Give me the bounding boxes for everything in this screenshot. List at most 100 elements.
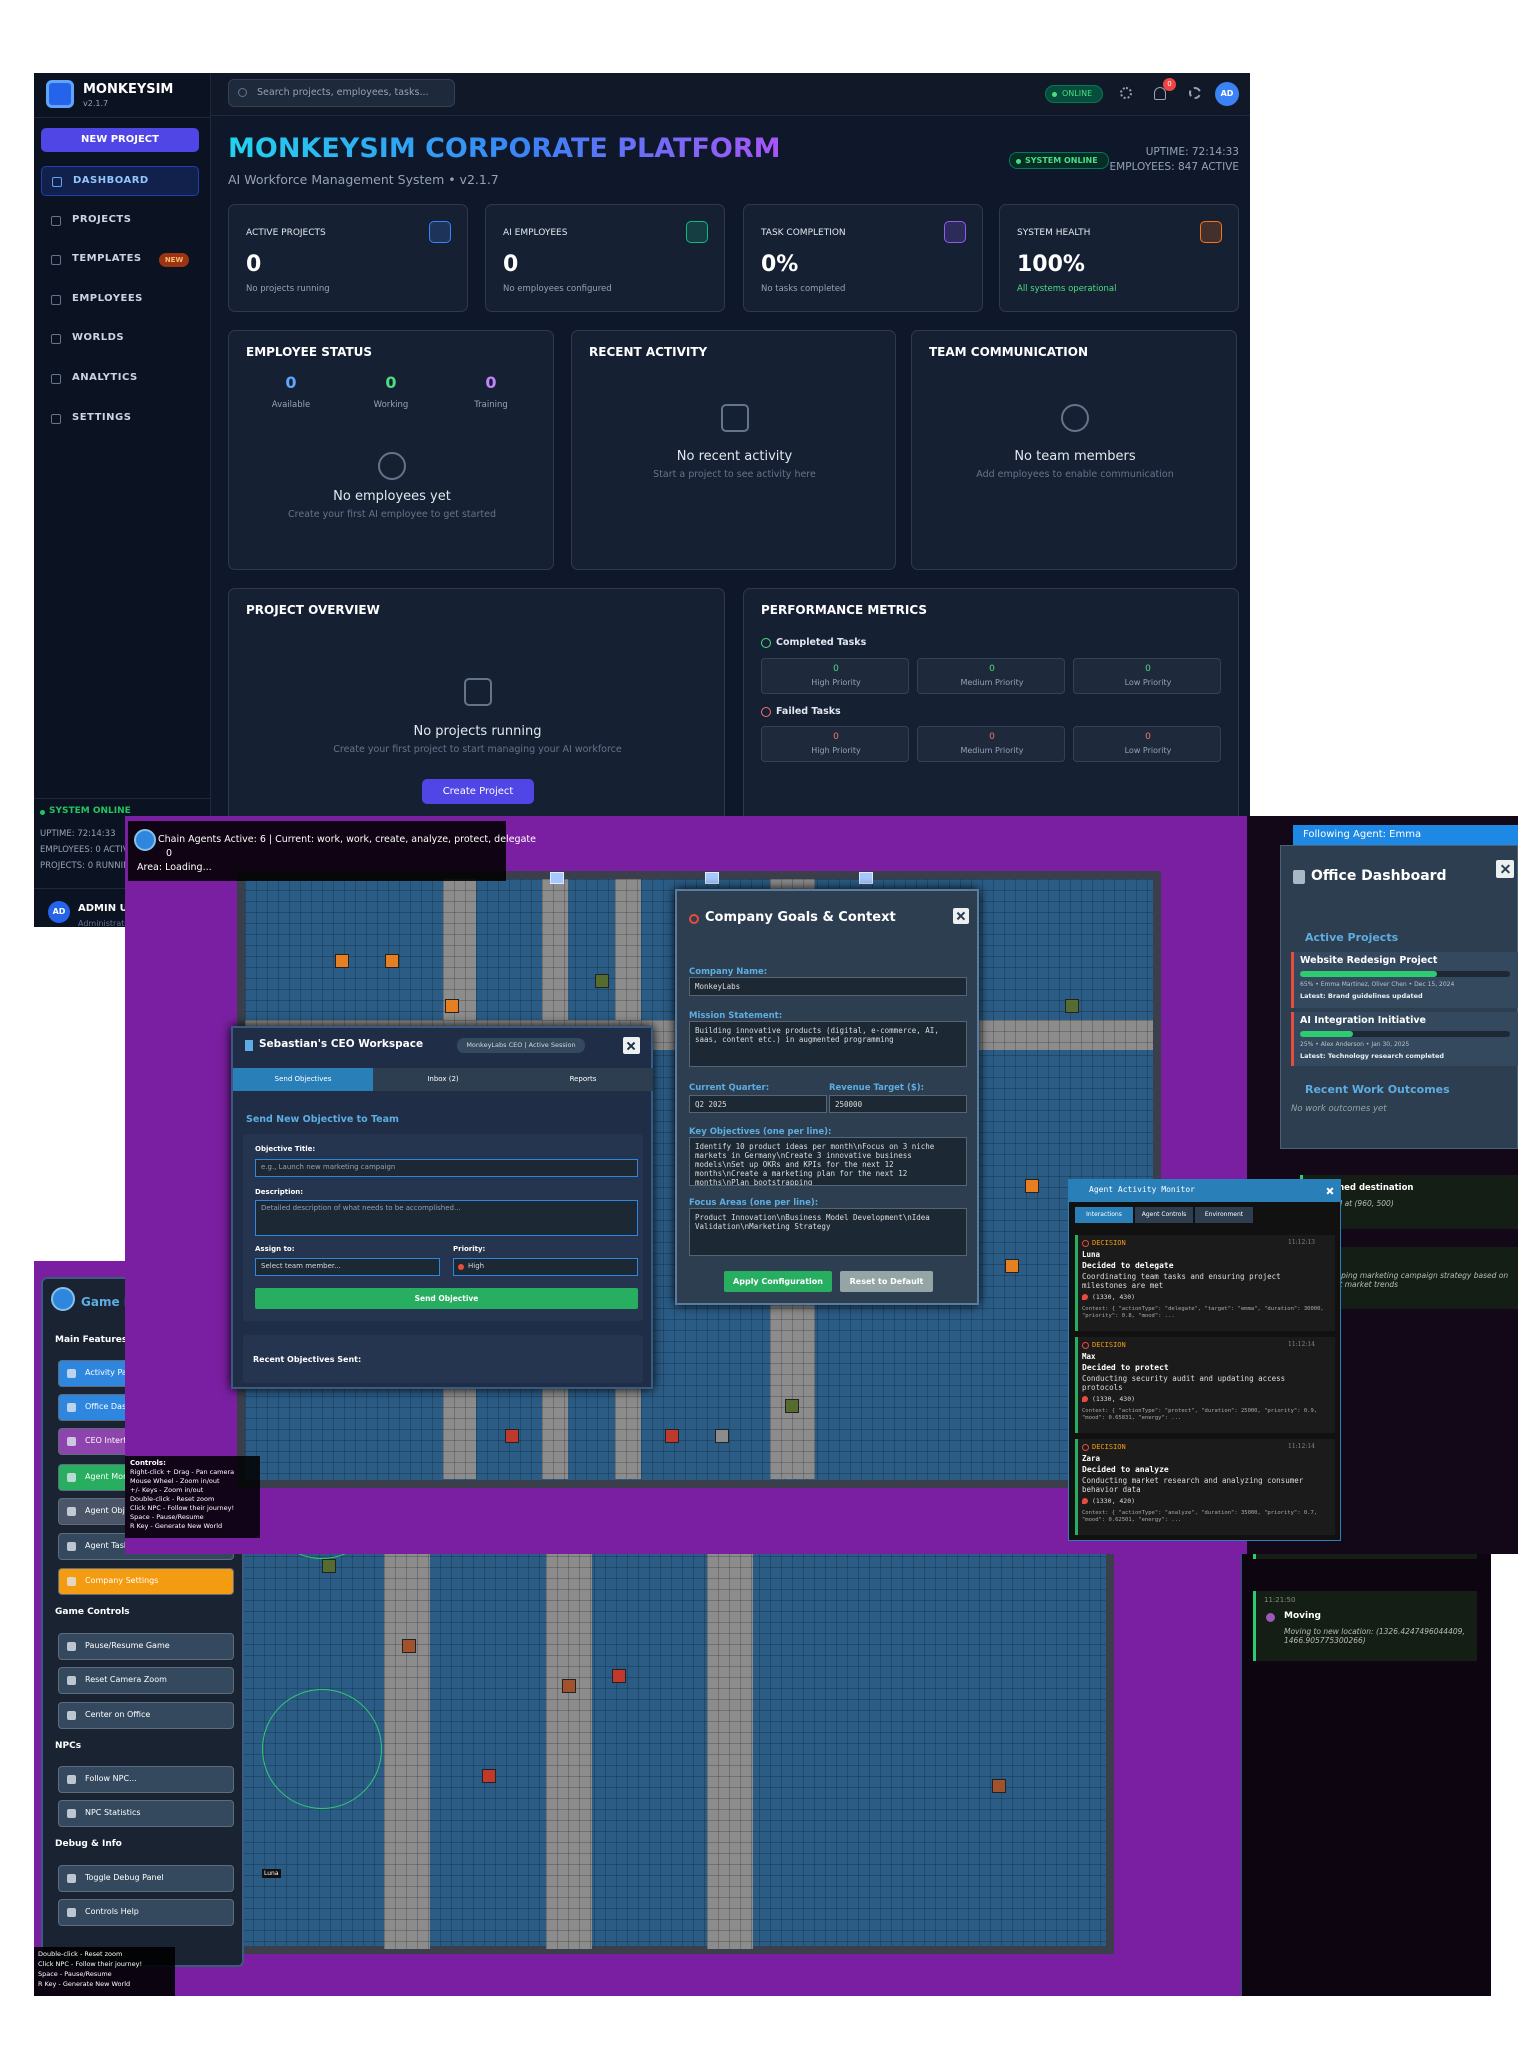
menu-button[interactable]: Controls Help (58, 1899, 234, 1926)
close-button[interactable] (1496, 860, 1514, 878)
description-input[interactable]: Detailed description of what needs to be… (255, 1200, 638, 1236)
nav-item[interactable]: ANALYTICS (41, 364, 199, 394)
reset-button[interactable]: Reset to Default (840, 1271, 933, 1292)
status-count: 0 (485, 373, 497, 392)
top-avatar[interactable]: AD (1215, 82, 1239, 106)
activity-entry: DECISION 11:12:14 Max Decided to protect Con… (1075, 1337, 1335, 1433)
search-input[interactable]: Search projects, employees, tasks... (228, 79, 455, 107)
nav-label: DASHBOARD (73, 175, 149, 186)
menu-section: NPCs (55, 1741, 82, 1751)
empty-title: No recent activity (676, 449, 793, 464)
monitor-title: Agent Activity Monitor (1089, 1185, 1195, 1194)
title-input[interactable]: e.g., Launch new marketing campaign (255, 1159, 638, 1177)
entry-agent: Luna (1082, 1250, 1101, 1259)
field-input[interactable]: Building innovative products (digital, e… (689, 1021, 967, 1067)
close-button[interactable] (953, 908, 969, 924)
nav-item[interactable]: PROJECTS (41, 206, 199, 236)
project-name: AI Integration Initiative (1300, 1015, 1426, 1026)
nav-item[interactable]: EMPLOYEES (41, 285, 199, 315)
menu-button-label: NPC Statistics (85, 1808, 141, 1817)
status-label: Training (474, 400, 508, 410)
furniture (785, 1399, 799, 1413)
menu-button-icon (67, 1577, 76, 1586)
metric-group-label: Failed Tasks (776, 706, 841, 717)
menu-button-label: Toggle Debug Panel (85, 1873, 164, 1882)
close-button[interactable] (1323, 1184, 1336, 1197)
nav-item[interactable]: WORLDS (41, 324, 199, 354)
entry-action: Decided to analyze (1082, 1465, 1169, 1474)
agent-monitor: Agent Activity Monitor Interactions Agent … (1068, 1179, 1341, 1541)
entry-pin (1082, 1396, 1088, 1402)
nav-label: PROJECTS (72, 213, 132, 225)
hud-count: 0 (166, 848, 173, 859)
dashboard-screenshot: MONKEYSIM v2.1.7 NEW PROJECT DASHBOARD PROJE… (34, 73, 1250, 927)
status-dot (40, 810, 45, 815)
form-label: Priority: (453, 1245, 486, 1253)
menu-section: Main Features (55, 1335, 128, 1345)
monitor-tab[interactable]: Interactions (1075, 1207, 1133, 1223)
menu-toggle[interactable] (134, 829, 156, 851)
metric-value: 0 (833, 664, 839, 674)
field-input[interactable]: Identify 10 product ideas per month\nFoc… (689, 1137, 967, 1186)
nav-item[interactable]: SETTINGS (41, 404, 199, 434)
workspace-tab[interactable]: Send Objectives (233, 1068, 373, 1091)
sidebar: MONKEYSIM v2.1.7 NEW PROJECT DASHBOARD PROJE… (34, 73, 211, 927)
furniture (715, 1429, 729, 1443)
field-input[interactable]: MonkeyLabs (689, 977, 967, 996)
monitor-tab[interactable]: Environment (1195, 1207, 1253, 1223)
new-project-button[interactable]: NEW PROJECT (41, 128, 199, 152)
menu-button[interactable]: Toggle Debug Panel (58, 1865, 234, 1892)
create-project-button[interactable]: Create Project (422, 779, 534, 804)
nav-item[interactable]: TEMPLATES NEW (41, 245, 199, 275)
menu-button-icon (67, 1775, 76, 1784)
close-button[interactable] (623, 1037, 640, 1054)
menu-button-label: Agent Objectives (85, 1506, 154, 1515)
page-title: MONKEYSIM CORPORATE PLATFORM (228, 133, 781, 164)
entry-description: Conducting market research and analyzing… (1082, 1476, 1304, 1494)
modal-title: Company Goals & Context (705, 910, 896, 925)
metric-label: High Priority (811, 746, 861, 755)
menu-button-icon (67, 1542, 76, 1551)
workspace-icon (245, 1040, 253, 1051)
user-name: ADMIN USER (78, 903, 150, 914)
menu-button[interactable]: NPC Statistics (58, 1800, 234, 1827)
nav-label: WORLDS (72, 332, 125, 344)
controls-overlay: Controls: Right-click + Drag - Pan camera… (125, 1456, 260, 1538)
menu-button-label: Office Dashboard (85, 1402, 155, 1411)
priority-select[interactable]: High (453, 1258, 638, 1276)
menu-button[interactable]: Follow NPC... (58, 1766, 234, 1793)
entry-context: Context: { "actionType": "delegate", "ta… (1082, 1306, 1324, 1319)
send-objective-button[interactable]: Send Objective (255, 1288, 638, 1309)
status-label: Working (373, 400, 409, 410)
field-input[interactable]: 250000 (829, 1095, 967, 1113)
empty-title: No employees yet (333, 489, 451, 504)
bell-icon[interactable] (1154, 87, 1166, 100)
nav-item[interactable]: DASHBOARD (41, 166, 199, 196)
stat-label: SYSTEM HEALTH (1017, 228, 1091, 238)
section-title: Active Projects (1305, 931, 1399, 944)
nav-badge: NEW (159, 253, 189, 268)
settings-icon[interactable] (1189, 87, 1201, 99)
menu-button[interactable]: Center on Office (58, 1702, 234, 1729)
menu-button[interactable]: Reset Camera Zoom (58, 1667, 234, 1694)
workspace-tab[interactable]: Inbox (2) (373, 1068, 513, 1091)
monitor-tab[interactable]: Agent Controls (1135, 1207, 1193, 1223)
section-title: Recent Work Outcomes (1305, 1083, 1450, 1096)
progress-track (1300, 1031, 1510, 1037)
field-input[interactable]: Product Innovation\nBusiness Model Devel… (689, 1208, 967, 1256)
entry-description: Conducting security audit and updating a… (1082, 1374, 1286, 1392)
furniture (612, 1669, 626, 1683)
entry-type: DECISION (1092, 1443, 1126, 1451)
apply-button[interactable]: Apply Configuration (724, 1271, 832, 1292)
assign-select[interactable]: Select team member... (255, 1258, 440, 1276)
panel-title: PROJECT OVERVIEW (246, 603, 380, 617)
furniture (322, 1559, 336, 1573)
stat-card: ACTIVE PROJECTS 0 No projects running (228, 204, 468, 312)
theme-icon[interactable] (1120, 87, 1132, 99)
entry-icon (1082, 1444, 1089, 1451)
workspace-tab[interactable]: Reports (513, 1068, 653, 1091)
menu-button[interactable]: Pause/Resume Game (58, 1633, 234, 1660)
field-input[interactable]: Q2 2025 (689, 1095, 827, 1113)
menu-button[interactable]: Company Settings (58, 1568, 234, 1595)
